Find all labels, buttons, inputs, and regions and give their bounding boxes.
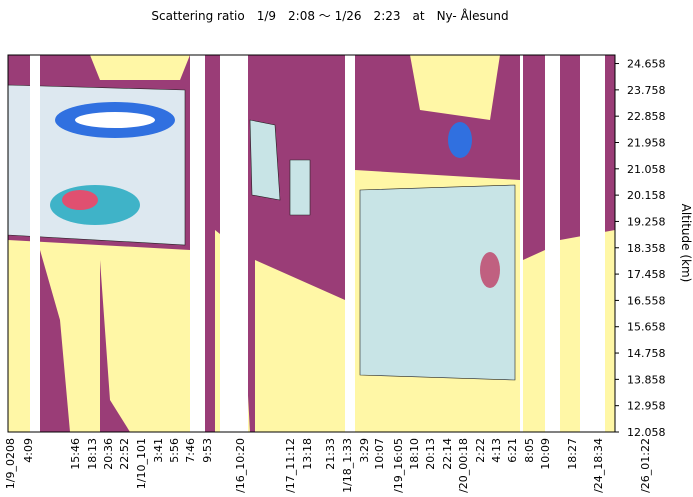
gap bbox=[30, 55, 605, 432]
y-tick-label: 24.658 bbox=[627, 58, 666, 71]
x-tick-label: 3:29 bbox=[358, 438, 371, 463]
region bbox=[40, 250, 130, 432]
y-tick-label: 13.858 bbox=[627, 373, 666, 386]
y-tick-label: 15.658 bbox=[627, 321, 666, 334]
y-tick-label: 17.458 bbox=[627, 268, 666, 281]
x-tick-label: 8:05 bbox=[523, 438, 536, 463]
plot-frame bbox=[7, 54, 616, 433]
x-tick-label: 13:18 bbox=[301, 438, 314, 470]
cloud bbox=[75, 112, 155, 128]
x-tick-label: 10:07 bbox=[373, 438, 386, 470]
cloud bbox=[359, 184, 516, 381]
x-tick-label: 22:52 bbox=[118, 438, 131, 470]
x-tick-label: 4:13 bbox=[490, 438, 503, 463]
x-tick-label: /16_10:20 bbox=[234, 438, 247, 493]
cloud bbox=[62, 190, 98, 210]
x-tick-label: /19_16:05 bbox=[392, 438, 405, 493]
chart-title: Scattering ratio 1/9 2:08 〜 1/26 2:23 at… bbox=[151, 8, 508, 23]
x-tick-label: 9:53 bbox=[201, 438, 214, 463]
x-tick-label: /26_01:22 bbox=[639, 438, 652, 493]
x-tick-label: 5:56 bbox=[168, 438, 181, 463]
x-tick-label: /20_00:18 bbox=[457, 438, 470, 493]
x-tick-label: 10:09 bbox=[539, 438, 552, 470]
y-tick-label: 18.358 bbox=[627, 242, 666, 255]
y-axis-label: Altitude (km) bbox=[679, 204, 693, 283]
x-tick-label: 18:13 bbox=[86, 438, 99, 470]
y-tick-label: 21.958 bbox=[627, 136, 666, 149]
x-tick-label: 22:14 bbox=[441, 438, 454, 470]
x-tick-label: 6:21 bbox=[506, 438, 519, 463]
x-tick-label: 2:22 bbox=[474, 438, 487, 463]
x-tick-label: 1/10_101 bbox=[135, 438, 148, 489]
y-tick-label: 21.058 bbox=[627, 163, 666, 176]
x-tick-label: 7:46 bbox=[184, 438, 197, 463]
y-tick-label: 12.958 bbox=[627, 400, 666, 413]
x-tick-label: 4:09 bbox=[22, 438, 35, 463]
region bbox=[90, 55, 500, 120]
y-tick-label: 20.158 bbox=[627, 189, 666, 202]
y-tick-label: 12.058 bbox=[627, 426, 666, 439]
y-tick-label: 19.258 bbox=[627, 215, 666, 228]
x-tick-label: 18:27 bbox=[566, 438, 579, 470]
x-tick-label: 1/18_1:33 bbox=[341, 438, 354, 493]
cloud bbox=[249, 119, 311, 216]
x-tick-label: 20:36 bbox=[102, 438, 115, 470]
y-tick-label: 23.758 bbox=[627, 84, 666, 97]
x-tick-label: 21:33 bbox=[324, 438, 337, 470]
x-tick-label: 15:46 bbox=[69, 438, 82, 470]
plot-area bbox=[7, 54, 616, 433]
cloud bbox=[480, 252, 500, 288]
x-tick-label: /24_18:34 bbox=[592, 438, 605, 493]
x-tick-label: /17_11:12 bbox=[284, 438, 297, 493]
y-tick-label: 16.558 bbox=[627, 294, 666, 307]
x-tick-label: 3:41 bbox=[152, 438, 165, 463]
x-tick-label: 20:13 bbox=[424, 438, 437, 470]
x-tick-label: 18:10 bbox=[408, 438, 421, 470]
y-tick-label: 22.858 bbox=[627, 110, 666, 123]
region bbox=[215, 230, 345, 432]
y-tick-label: 14.758 bbox=[627, 347, 666, 360]
x-tick-label: 1/9_0208 bbox=[4, 438, 17, 489]
cloud bbox=[448, 122, 472, 158]
